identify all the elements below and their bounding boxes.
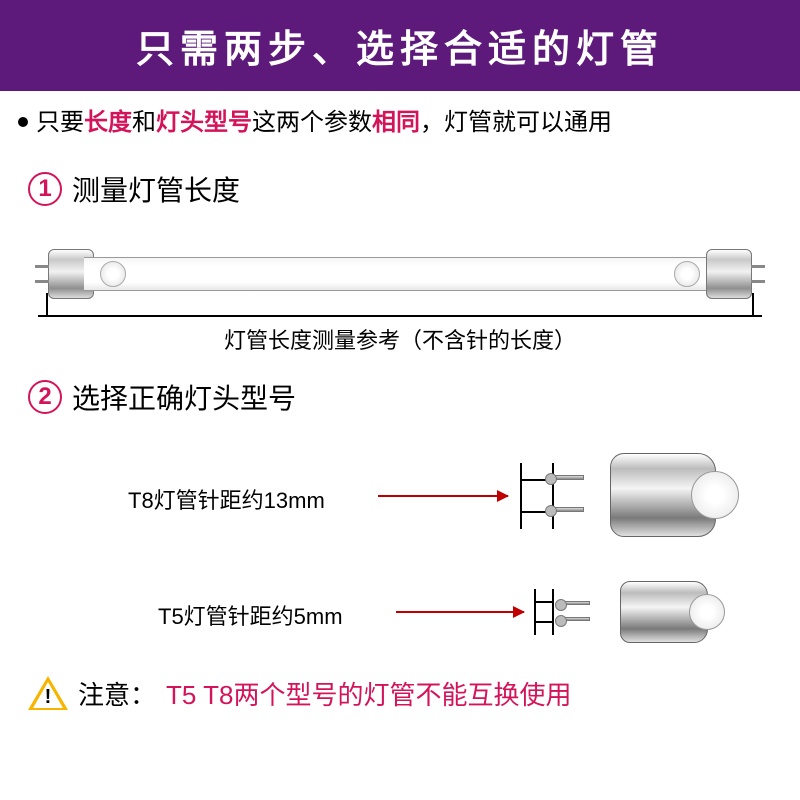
bullet-icon xyxy=(18,117,28,127)
step2-section: 2 选择正确灯头型号 T8灯管针距约13mm T5灯管针距约5mm xyxy=(0,359,800,663)
pin-icon xyxy=(751,265,765,268)
warning-row: ! 注意： T5 T8两个型号的灯管不能互换使用 xyxy=(0,667,800,712)
t8-cap-illustration xyxy=(582,445,732,545)
sub-p4: ，灯管就可以通用 xyxy=(420,109,612,136)
t5-cap-illustration xyxy=(582,561,732,661)
t8-label: T8灯管针距约13mm xyxy=(128,483,325,515)
pin-icon xyxy=(35,280,49,283)
sub-h2: 灯头型号 xyxy=(156,109,252,136)
pin-icon xyxy=(552,507,584,512)
tube-illustration xyxy=(38,239,762,309)
header-title: 只需两步、选择合适的灯管 xyxy=(136,29,664,71)
pin-icon xyxy=(552,475,584,480)
t5-cap-body xyxy=(620,581,708,643)
pin-icon xyxy=(35,265,49,268)
pin-icon xyxy=(751,280,765,283)
tube-glass xyxy=(84,257,716,291)
t8-cap-block: T8灯管针距约13mm xyxy=(28,443,772,553)
sub-p1: 只要 xyxy=(36,109,84,136)
pin-icon xyxy=(562,601,590,605)
bulb-end-icon xyxy=(689,594,725,630)
step1-title: 测量灯管长度 xyxy=(72,169,240,209)
pin-icon xyxy=(562,617,590,621)
t8-arrow-icon xyxy=(378,495,508,497)
measure-caption: 灯管长度测量参考（不含针的长度） xyxy=(28,323,772,355)
measure-bracket xyxy=(38,315,762,317)
t5-cap-block: T5灯管针距约5mm xyxy=(28,559,772,659)
step2-title: 选择正确灯头型号 xyxy=(72,377,296,417)
tube-cap-right xyxy=(706,249,752,299)
t5-arrow-icon xyxy=(396,611,524,613)
filament-icon xyxy=(100,261,126,287)
sub-p2: 和 xyxy=(132,109,156,136)
warning-text: T5 T8两个型号的灯管不能互换使用 xyxy=(166,675,571,712)
t8-cap-body xyxy=(610,453,716,537)
step2-number-icon: 2 xyxy=(28,380,62,414)
step1-head: 1 测量灯管长度 xyxy=(28,169,772,209)
t5-label: T5灯管针距约5mm xyxy=(158,599,343,631)
bulb-end-icon xyxy=(691,471,739,519)
step1-number-icon: 1 xyxy=(28,172,62,206)
sub-instruction: 只要长度和灯头型号这两个参数相同，灯管就可以通用 xyxy=(0,91,800,151)
sub-p3: 这两个参数 xyxy=(252,109,372,136)
filament-icon xyxy=(674,261,700,287)
sub-h1: 长度 xyxy=(84,109,132,136)
sub-h3: 相同 xyxy=(372,109,420,136)
warning-triangle-icon: ! xyxy=(28,676,68,712)
step2-head: 2 选择正确灯头型号 xyxy=(28,377,772,417)
header-banner: 只需两步、选择合适的灯管 xyxy=(0,0,800,91)
warning-lead: 注意： xyxy=(78,675,156,712)
t5-dimension-bracket xyxy=(534,589,554,635)
step1-section: 1 测量灯管长度 灯管长度测量参考（不含针的长度） xyxy=(0,151,800,359)
